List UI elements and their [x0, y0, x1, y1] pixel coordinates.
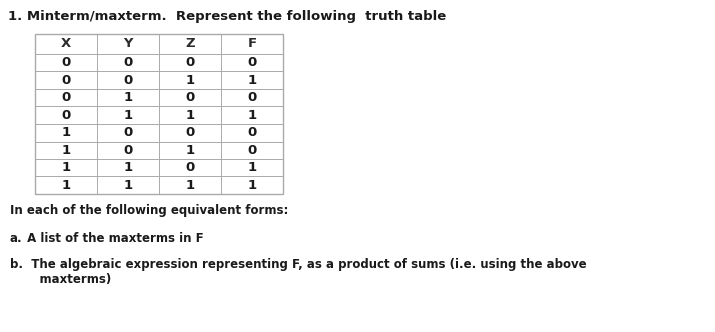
- Text: In each of the following equivalent forms:: In each of the following equivalent form…: [10, 204, 288, 217]
- Text: 0: 0: [185, 91, 194, 104]
- Text: 0: 0: [61, 74, 71, 87]
- Bar: [35, 34, 283, 194]
- Text: 1: 1: [124, 109, 132, 122]
- Text: 1: 1: [247, 74, 257, 87]
- Text: A list of the maxterms in F: A list of the maxterms in F: [23, 232, 204, 245]
- Text: F: F: [247, 38, 257, 50]
- Text: 0: 0: [124, 126, 132, 139]
- Text: 1. Minterm/maxterm.  Represent the following  truth table: 1. Minterm/maxterm. Represent the follow…: [8, 10, 446, 23]
- Text: 1: 1: [247, 161, 257, 174]
- Text: 0: 0: [124, 56, 132, 69]
- Text: 1: 1: [61, 144, 71, 157]
- Text: b.: b.: [10, 258, 23, 271]
- Text: 1: 1: [61, 179, 71, 192]
- Text: 0: 0: [247, 56, 257, 69]
- Text: 1: 1: [185, 74, 194, 87]
- Text: 0: 0: [247, 91, 257, 104]
- Text: 0: 0: [124, 144, 132, 157]
- Text: The algebraic expression representing F, as a product of sums (i.e. using the ab: The algebraic expression representing F,…: [23, 258, 586, 286]
- Text: 1: 1: [185, 109, 194, 122]
- Text: 1: 1: [247, 179, 257, 192]
- Text: a.: a.: [10, 232, 23, 245]
- Text: X: X: [61, 38, 71, 50]
- Text: 0: 0: [124, 74, 132, 87]
- Text: Z: Z: [185, 38, 194, 50]
- Text: 0: 0: [185, 161, 194, 174]
- Text: 1: 1: [124, 179, 132, 192]
- Text: 1: 1: [185, 144, 194, 157]
- Text: 0: 0: [185, 126, 194, 139]
- Text: 0: 0: [185, 56, 194, 69]
- Text: 1: 1: [61, 126, 71, 139]
- Text: 0: 0: [61, 56, 71, 69]
- Text: 0: 0: [61, 91, 71, 104]
- Text: 1: 1: [247, 109, 257, 122]
- Text: 0: 0: [247, 126, 257, 139]
- Text: 0: 0: [61, 109, 71, 122]
- Text: 1: 1: [124, 161, 132, 174]
- Text: 1: 1: [124, 91, 132, 104]
- Text: Y: Y: [123, 38, 133, 50]
- Text: 0: 0: [247, 144, 257, 157]
- Text: 1: 1: [61, 161, 71, 174]
- Text: 1: 1: [185, 179, 194, 192]
